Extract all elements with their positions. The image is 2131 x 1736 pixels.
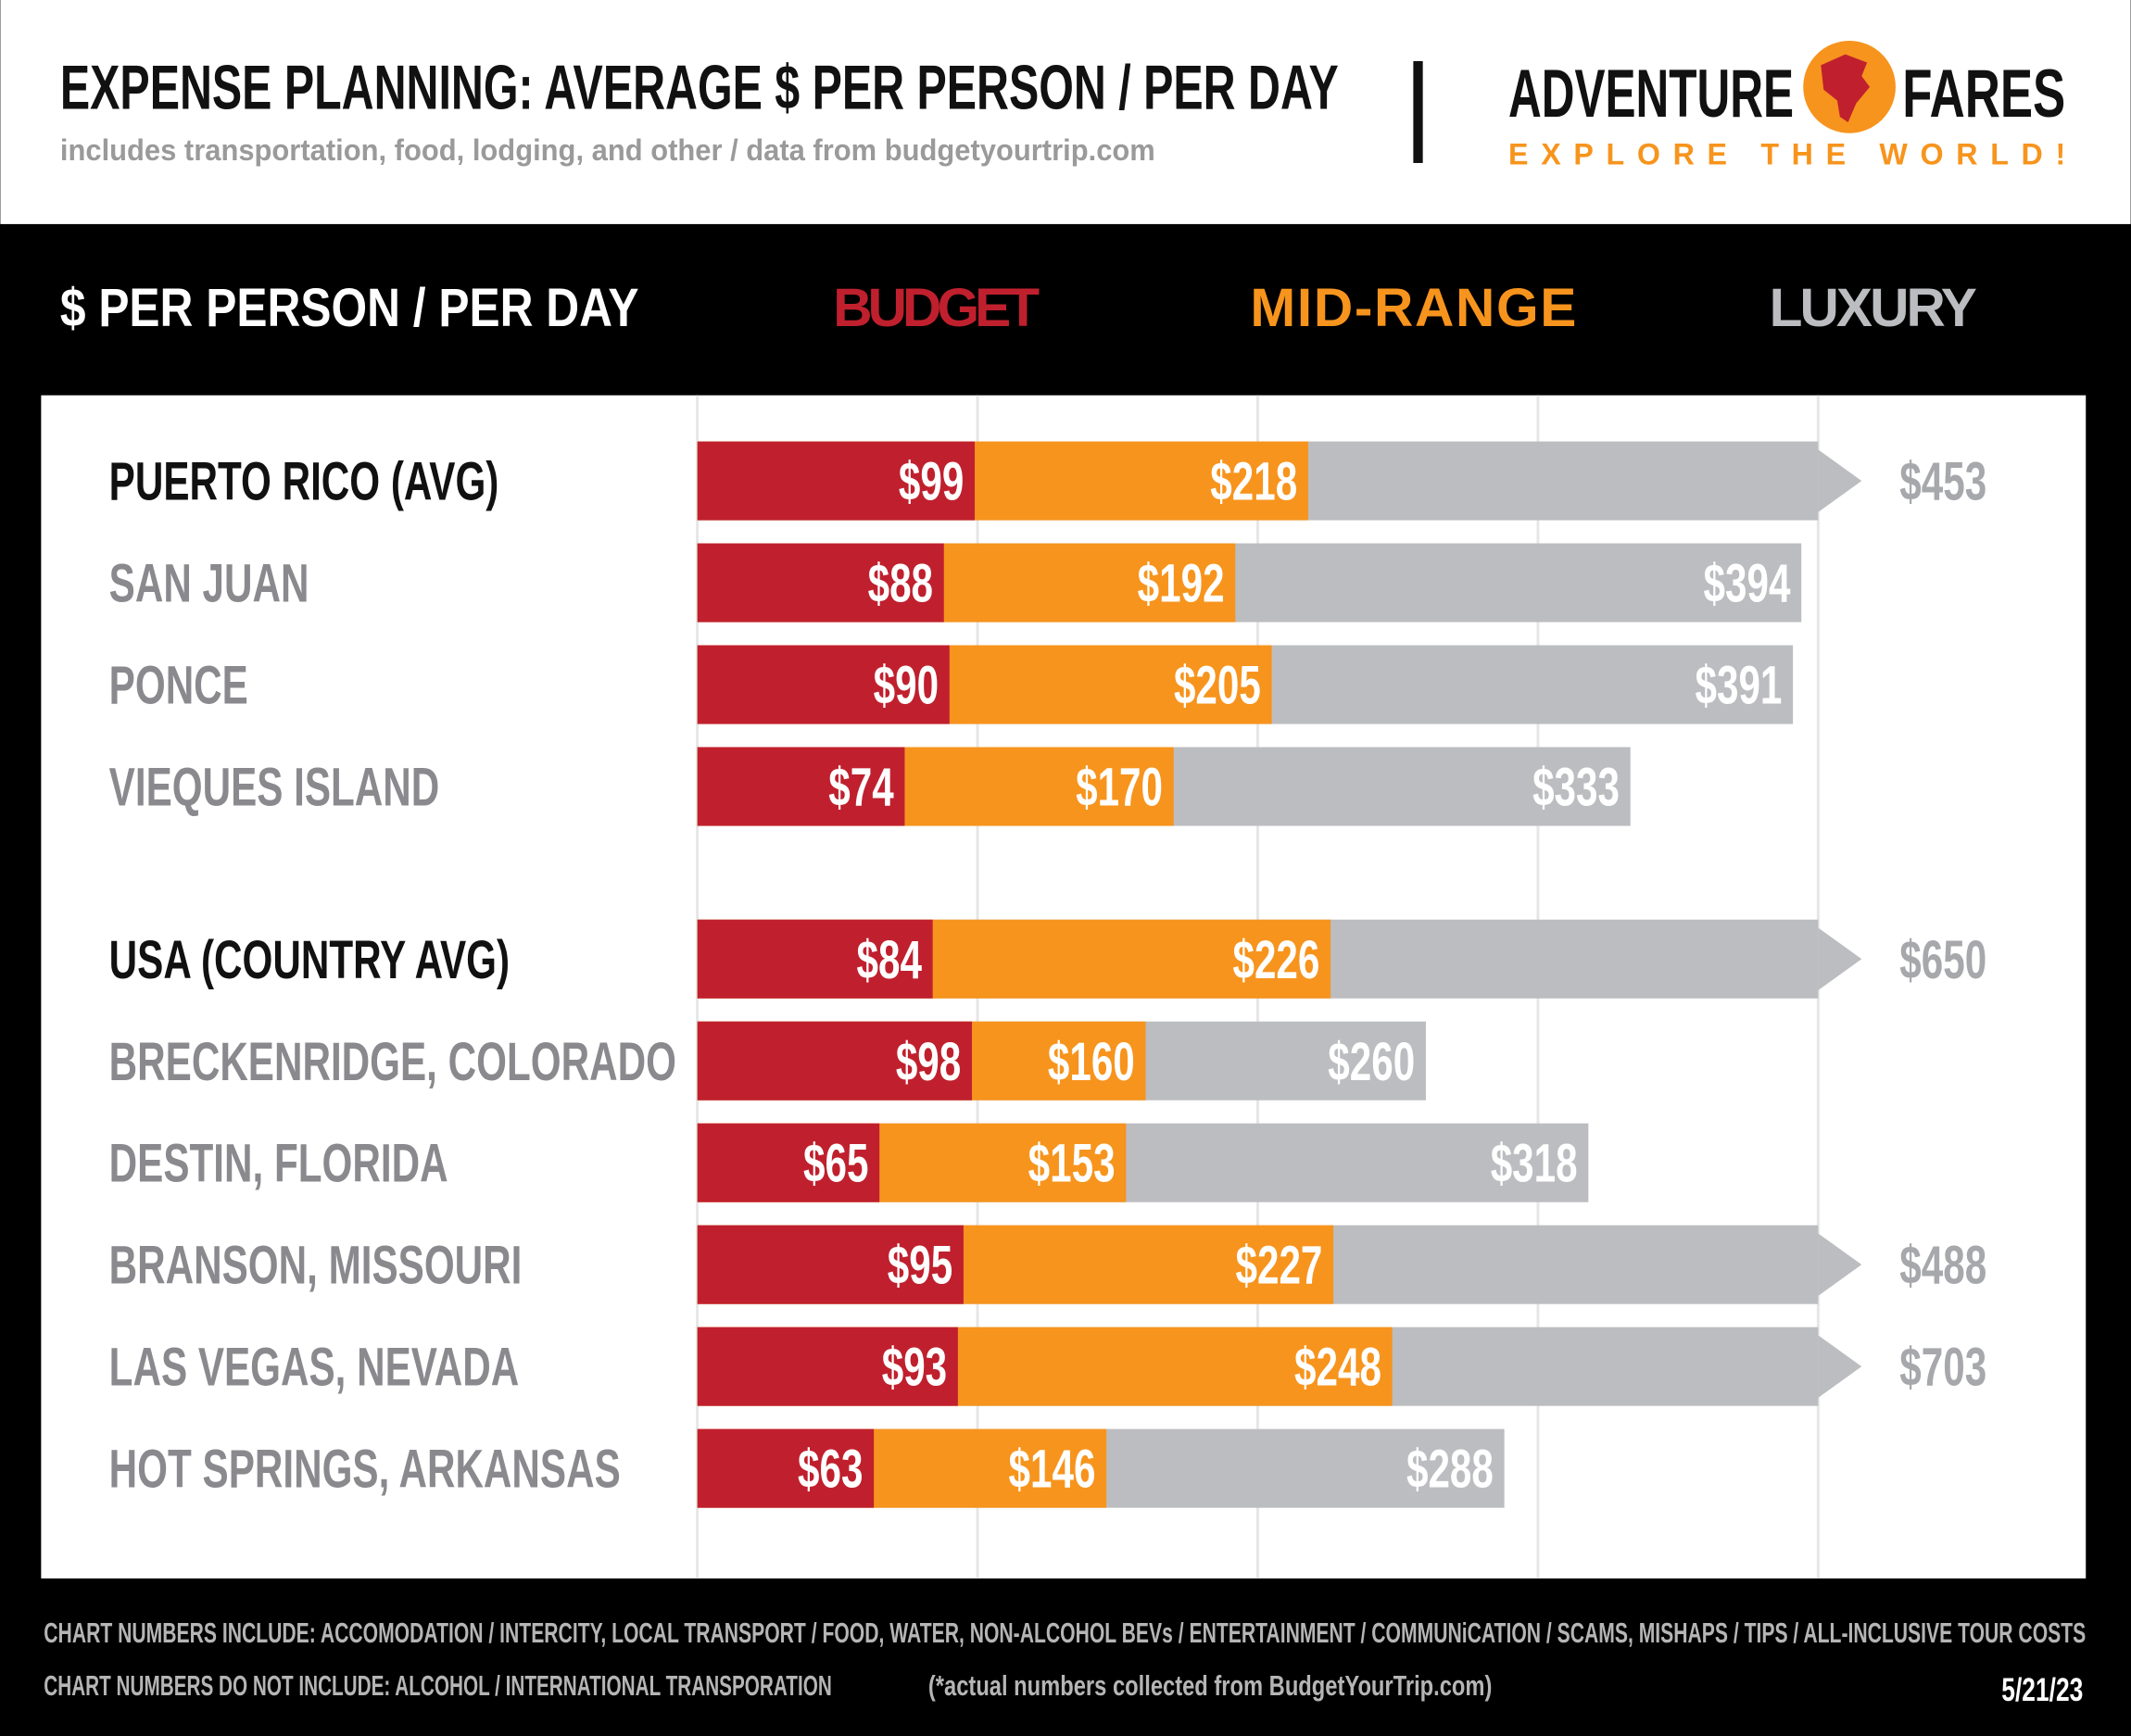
category-label: BRANSON, MISSOURI — [109, 1235, 523, 1295]
bar — [697, 1021, 973, 1101]
value-label: $146 — [1009, 1439, 1096, 1499]
category-label: SAN JUAN — [109, 553, 309, 613]
value-label: $93 — [882, 1337, 947, 1397]
value-label: $318 — [1491, 1133, 1578, 1193]
category-label: PUERTO RICO (AVG) — [109, 451, 499, 511]
legend-entry: BUDGET — [833, 278, 1040, 338]
value-label: $170 — [1076, 757, 1163, 817]
value-label: $84 — [856, 929, 922, 989]
bar — [697, 645, 950, 724]
value-label: $218 — [1210, 451, 1297, 511]
separator — [1413, 60, 1423, 163]
value-label: $227 — [1235, 1235, 1322, 1295]
footer-excludes: CHART NUMBERS DO NOT INCLUDE: ALCOHOL / … — [44, 1669, 831, 1702]
value-label: $95 — [888, 1235, 952, 1295]
value-label: $226 — [1232, 929, 1319, 989]
footer-includes: CHART NUMBERS INCLUDE: ACCOMODATION / IN… — [44, 1616, 2086, 1649]
value-label: $153 — [1028, 1133, 1116, 1193]
legend-entry: LUXURY — [1770, 278, 1977, 338]
overflow-arrow — [1818, 927, 1862, 990]
value-label: $391 — [1695, 655, 1782, 715]
value-label: $288 — [1406, 1439, 1494, 1499]
category-label: LAS VEGAS, NEVADA — [109, 1337, 520, 1397]
bar — [697, 919, 933, 999]
category-label: BRECKENRIDGE, COLORADO — [109, 1031, 676, 1091]
logo-continent — [1821, 54, 1871, 122]
value-label: $98 — [896, 1031, 961, 1091]
value-label: $192 — [1138, 553, 1225, 613]
value-label: $488 — [1899, 1235, 1986, 1295]
category-label: HOT SPRINGS, ARKANSAS — [109, 1439, 621, 1499]
value-label: $650 — [1899, 929, 1986, 989]
value-label: $333 — [1532, 757, 1620, 817]
value-label: $90 — [874, 655, 939, 715]
value-label: $703 — [1899, 1337, 1986, 1397]
logo-right: FARES — [1902, 56, 2065, 132]
footer-source: (*actual numbers collected from BudgetYo… — [928, 1669, 1493, 1702]
value-label: $394 — [1704, 553, 1791, 613]
top-band — [0, 0, 2131, 224]
overflow-arrow — [1818, 449, 1862, 512]
legend-title: $ PER PERSON / PER DAY — [60, 278, 639, 338]
bar — [697, 441, 976, 521]
footer-date: 5/21/23 — [2001, 1671, 2083, 1708]
overflow-arrow — [1818, 1335, 1862, 1398]
bars — [697, 441, 1819, 1508]
value-label: $160 — [1048, 1031, 1135, 1091]
subtitle: includes transportation, food, lodging, … — [60, 133, 1155, 167]
value-label: $65 — [803, 1133, 868, 1193]
value-label: $63 — [798, 1439, 863, 1499]
bar — [697, 1327, 958, 1406]
category-label: PONCE — [109, 655, 248, 715]
category-label: DESTIN, FLORIDA — [109, 1133, 448, 1193]
bar — [697, 747, 905, 826]
value-label: $260 — [1328, 1031, 1415, 1091]
value-label: $74 — [828, 757, 894, 817]
category-label: USA (COUNTRY AVG) — [109, 929, 510, 989]
bar — [697, 1428, 875, 1508]
value-label: $88 — [868, 553, 933, 613]
bar — [697, 1225, 964, 1304]
bar — [697, 1123, 880, 1202]
bar — [697, 543, 944, 623]
title: EXPENSE PLANNING: AVERAGE $ PER PERSON /… — [60, 53, 1339, 122]
overflow-arrow — [1818, 1233, 1862, 1296]
value-label: $205 — [1174, 655, 1261, 715]
logo-left: ADVENTURE — [1508, 56, 1794, 132]
category-label: VIEQUES ISLAND — [109, 757, 440, 817]
value-label: $99 — [899, 451, 964, 511]
value-label: $453 — [1899, 451, 1986, 511]
value-label: $248 — [1294, 1337, 1381, 1397]
